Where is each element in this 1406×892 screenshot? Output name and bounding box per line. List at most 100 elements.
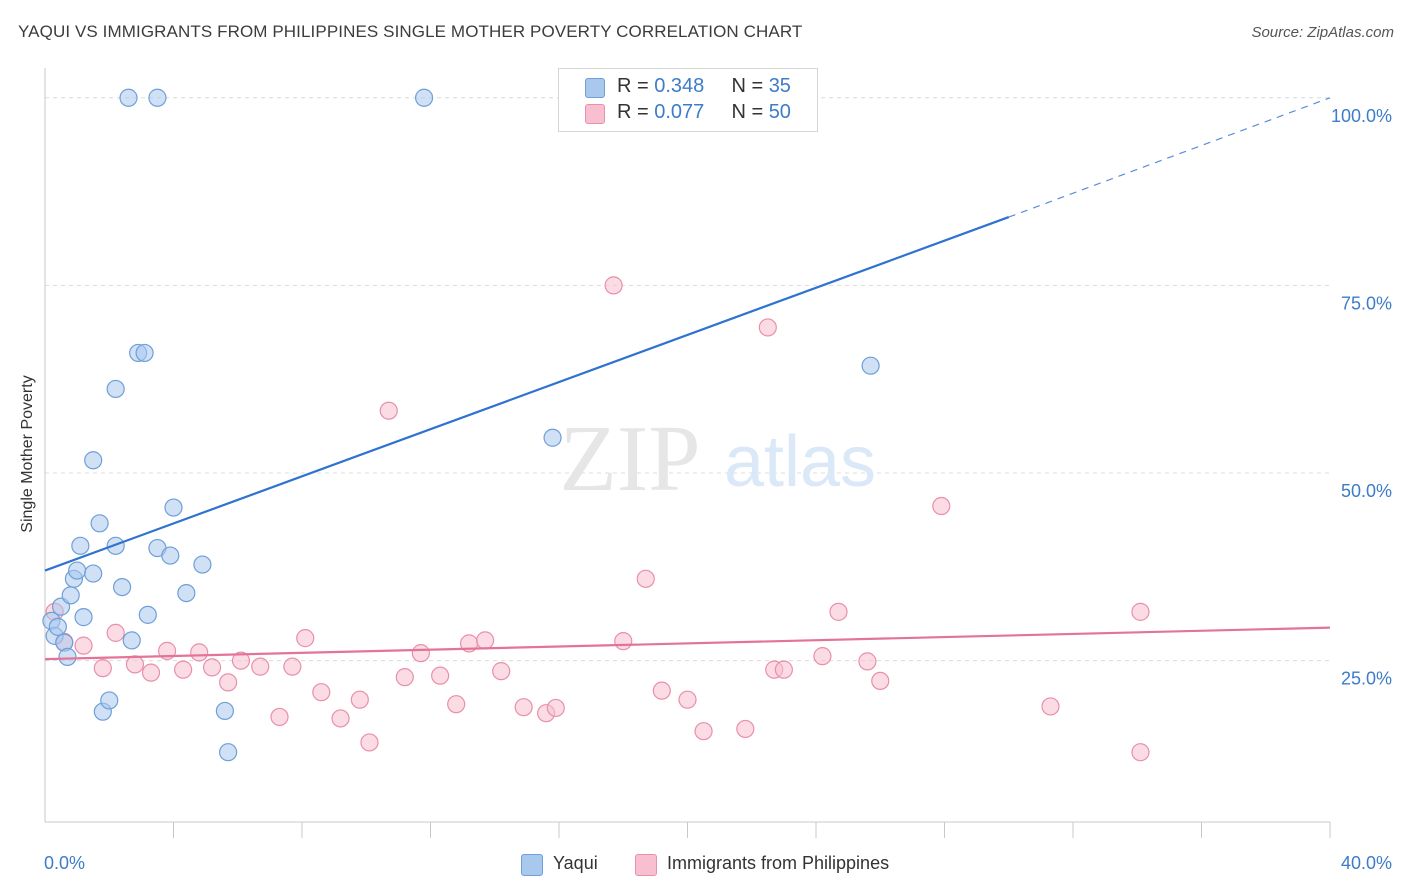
watermark-zip: ZIP [560,407,701,511]
philippines-point [1131,602,1150,621]
r-value: 0.077 [654,101,705,123]
yaqui-point [84,451,103,470]
philippines-point [829,602,848,621]
yaqui-point [138,605,157,624]
philippines-point [251,657,270,676]
yaqui-point [58,647,77,666]
yaqui-point [106,379,125,399]
philippines-point [411,644,430,663]
chart-title: YAQUI VS IMMIGRANTS FROM PHILIPPINES SIN… [18,22,803,41]
r-label: R = [617,75,655,97]
yaqui-point [61,586,80,605]
legend-swatch-yaqui [585,78,605,98]
philippines-point [614,632,633,651]
yaqui-point [193,555,212,574]
watermark: ZIP atlas [560,407,877,511]
legend-swatch-philippines [635,854,657,876]
philippines-point [202,658,222,677]
philippines-point [312,683,331,702]
gridlines [45,97,1330,662]
x-tick-label: 0.0% [44,853,85,873]
philippines-point [652,681,671,700]
n-label: N = [731,75,769,97]
yaqui-point [100,691,119,710]
philippines-point [1131,743,1150,762]
philippines-point [270,707,289,727]
yaqui-point [112,577,132,597]
yaqui-point [90,514,109,533]
philippines-point [758,318,777,337]
philippines-point [678,690,697,709]
philippines-point [604,276,623,295]
yaqui-point [164,498,183,517]
y-tick-label: 25.0% [1341,669,1392,689]
philippines-point [492,662,511,681]
legend-label-philippines: Immigrants from Philippines [667,853,890,873]
philippines-point [813,647,832,666]
y-tick-label: 50.0% [1341,481,1392,501]
yaqui-point [74,608,93,627]
y-tick-label: 75.0% [1341,293,1392,313]
philippines-point [1041,697,1060,716]
stats-legend: R = 0.348 N = 35 R = 0.077 N = 50 [558,68,818,132]
philippines-point [514,698,533,717]
yaqui-point [71,536,90,555]
axes [44,68,1331,838]
philippines-point [431,666,450,685]
philippines-point [546,698,565,718]
philippines-point [231,651,251,670]
philippines-point [694,722,713,741]
watermark-atlas: atlas [724,422,876,502]
yaqui-point [48,617,67,636]
yaqui-trend-extension [1008,97,1331,218]
philippines-point [190,643,209,662]
n-value: 50 [768,101,791,123]
philippines-point [283,657,302,676]
philippines-point [395,668,414,687]
legend-label-yaqui: Yaqui [553,853,598,873]
yaqui-point [119,88,138,107]
philippines-point [106,623,125,642]
yaqui-point [122,631,141,650]
philippines-point [93,659,112,678]
philippines-point [932,496,951,516]
r-label: R = [617,101,655,123]
philippines-point [871,671,890,691]
philippines-point [379,401,398,420]
philippines-point [350,690,369,709]
n-label: N = [731,101,769,123]
yaqui-point [84,564,103,583]
philippines-point [447,695,466,714]
philippines-point [858,652,877,671]
yaqui-point [135,343,154,363]
data-points [42,88,1150,762]
philippines-point [636,569,655,588]
philippines-point [141,663,161,682]
yaqui-point [215,701,234,721]
yaqui-point [177,583,196,603]
yaqui-point [219,743,238,762]
philippines-point [360,733,379,752]
philippines-point [736,719,755,739]
philippines-point [774,660,793,679]
philippines-point [174,660,193,679]
tick-labels: 25.0% 50.0% 75.0% 100.0% 0.0% 40.0% [44,106,1392,873]
philippines-point [296,629,315,648]
yaqui-point [543,428,562,447]
legend-swatch-yaqui [521,854,543,876]
trend-lines [44,97,1331,661]
yaqui-point [68,561,87,580]
philippines-point [219,673,238,692]
philippines-point [331,709,350,728]
yaqui-point [148,88,167,107]
source-label: Source: ZipAtlas.com [1251,24,1394,41]
yaqui-point [861,356,880,375]
philippines-point [476,631,495,650]
x-tick-label: 40.0% [1341,853,1392,873]
yaqui-trend-line [44,216,1010,572]
y-tick-label: 100.0% [1331,106,1392,126]
yaqui-point [414,88,434,107]
philippines-trend-line [44,626,1331,661]
r-value: 0.348 [654,75,705,97]
